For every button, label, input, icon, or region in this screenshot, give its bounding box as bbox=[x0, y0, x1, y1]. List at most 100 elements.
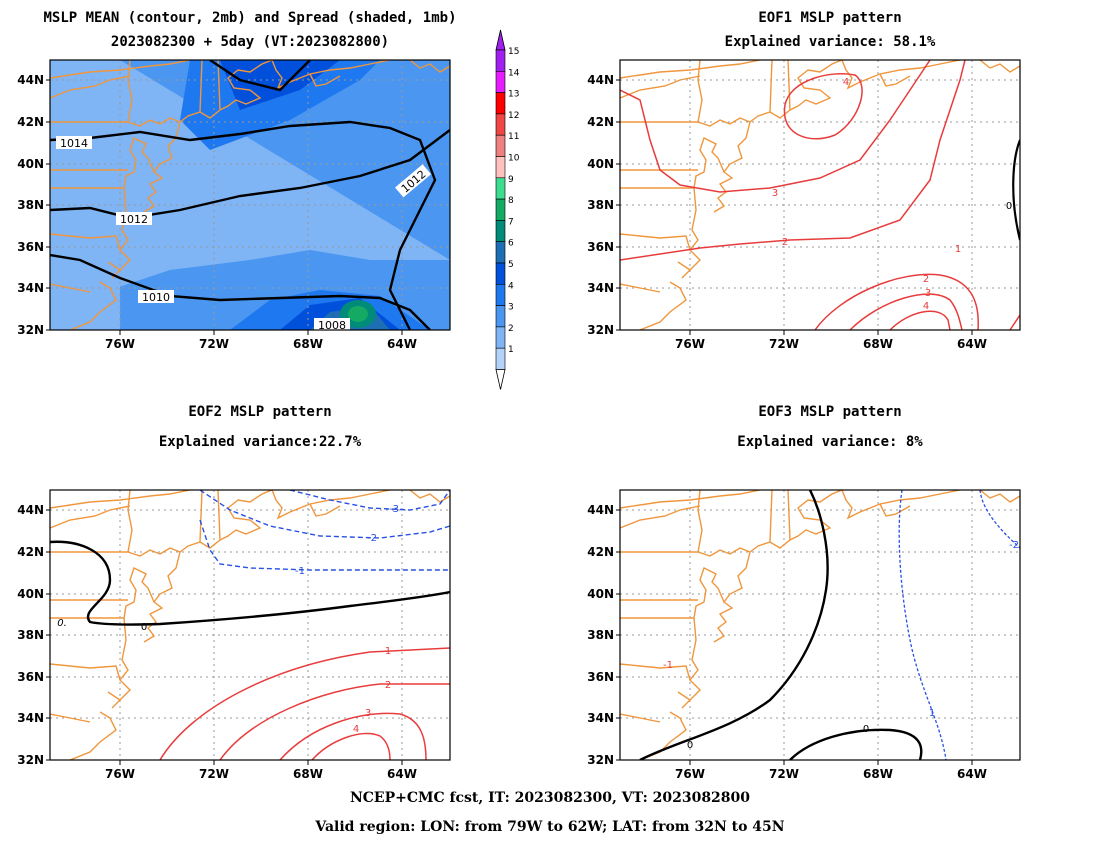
lat-tick-label: 38N bbox=[17, 198, 44, 212]
lon-tick-label: 68W bbox=[293, 337, 323, 351]
contour-label: 3 bbox=[925, 288, 931, 299]
lon-tick-label: 64W bbox=[957, 337, 987, 351]
contour-label: 0. bbox=[57, 618, 67, 629]
colorbar-swatch bbox=[495, 70, 506, 93]
lat-tick-label: 44N bbox=[587, 73, 614, 87]
lat-tick-label: 34N bbox=[587, 281, 614, 295]
contour-label: 2 bbox=[385, 680, 391, 691]
colorbar-label: 7 bbox=[508, 217, 514, 227]
colorbar-swatch bbox=[495, 305, 506, 328]
colorbar-label: 15 bbox=[508, 47, 519, 57]
lon-tick-label: 72W bbox=[199, 337, 229, 351]
lon-tick-label: 76W bbox=[105, 337, 135, 351]
contour-label: 1008 bbox=[318, 319, 346, 332]
colorbar-label: 6 bbox=[508, 239, 514, 249]
lat-tick-label: 32N bbox=[587, 753, 614, 767]
panel1-title-line2: 2023082300 + 5day (VT:2023082800) bbox=[110, 34, 390, 50]
contour-label: 1 bbox=[385, 646, 391, 657]
contour-label: 0 bbox=[687, 740, 693, 751]
colorbar-swatch bbox=[495, 134, 506, 157]
colorbar-label: 12 bbox=[508, 111, 519, 121]
contour-label: -1 bbox=[663, 660, 673, 671]
lat-tick-label: 38N bbox=[587, 198, 614, 212]
footer-line1: NCEP+CMC fcst, IT: 2023082300, VT: 20230… bbox=[349, 790, 751, 806]
contour-label: 4 bbox=[923, 301, 929, 312]
panel3-title-line1: EOF2 MSLP pattern bbox=[188, 404, 332, 420]
lat-tick-label: 44N bbox=[17, 503, 44, 517]
lat-tick-label: 44N bbox=[587, 503, 614, 517]
lat-tick-label: 34N bbox=[587, 711, 614, 725]
lat-tick-label: 40N bbox=[587, 587, 614, 601]
lat-tick-label: 42N bbox=[587, 545, 614, 559]
panel3-map: -3 -2 -1 0 0. 1 2 3 4 bbox=[49, 489, 451, 761]
panel1-map: 1014 1012 1012 1010 1008 bbox=[49, 59, 451, 332]
contour-label: 4 bbox=[353, 724, 359, 735]
colorbar-swatch bbox=[495, 326, 506, 349]
lon-tick-label: 76W bbox=[675, 337, 705, 351]
panel2-map: 4 3 2 1 2 3 4 0 bbox=[619, 59, 1021, 331]
colorbar-swatch bbox=[495, 284, 506, 306]
panel1-title-line1: MSLP MEAN (contour, 2mb) and Spread (sha… bbox=[43, 10, 457, 26]
lon-tick-label: 76W bbox=[675, 767, 705, 781]
lon-tick-label: 68W bbox=[863, 337, 893, 351]
colorbar-swatch bbox=[495, 92, 506, 115]
contour-label: 3 bbox=[772, 188, 778, 199]
contour-label: 2 bbox=[782, 237, 788, 248]
lat-tick-label: 36N bbox=[17, 240, 44, 254]
colorbar-swatch bbox=[495, 347, 506, 370]
contour-label: -2 bbox=[1009, 540, 1019, 551]
lat-tick-label: 38N bbox=[17, 628, 44, 642]
panel4-title-line2: Explained variance: 8% bbox=[737, 434, 923, 450]
lon-tick-label: 68W bbox=[863, 767, 893, 781]
contour-label: 0 bbox=[1006, 201, 1012, 212]
colorbar-label: 14 bbox=[508, 68, 520, 78]
colorbar-label: 9 bbox=[508, 175, 514, 185]
colorbar-label: 8 bbox=[508, 196, 514, 206]
contour-label: 0 bbox=[141, 622, 147, 633]
panel1-frame bbox=[49, 59, 451, 331]
lon-tick-label: 68W bbox=[293, 767, 323, 781]
contour-label: 1 bbox=[955, 244, 961, 255]
lat-tick-label: 32N bbox=[17, 323, 44, 337]
colorbar-swatch bbox=[495, 198, 506, 221]
lat-tick-label: 36N bbox=[587, 240, 614, 254]
lat-tick-label: 42N bbox=[587, 115, 614, 129]
colorbar-swatch bbox=[495, 156, 506, 179]
lat-tick-label: 32N bbox=[17, 753, 44, 767]
colorbar-swatch bbox=[495, 262, 506, 285]
lat-tick-label: 40N bbox=[17, 587, 44, 601]
colorbar-top-arrow bbox=[495, 29, 506, 51]
lon-tick-label: 76W bbox=[105, 767, 135, 781]
lat-tick-label: 38N bbox=[587, 628, 614, 642]
colorbar-label: 3 bbox=[508, 303, 514, 313]
lat-tick-label: 36N bbox=[17, 670, 44, 684]
lat-tick-label: 32N bbox=[587, 323, 614, 337]
colorbar: 15 14 13 12 11 10 9 8 7 6 5 4 3 2 1 bbox=[495, 29, 520, 390]
panel2-title-line1: EOF1 MSLP pattern bbox=[758, 10, 902, 26]
panel2-frame bbox=[619, 59, 1021, 331]
panel4-map: 0 0 1 -1 -2 bbox=[619, 489, 1021, 761]
colorbar-swatch bbox=[495, 49, 506, 72]
lat-tick-label: 42N bbox=[17, 545, 44, 559]
colorbar-swatch bbox=[495, 220, 506, 242]
lon-tick-label: 72W bbox=[769, 767, 799, 781]
colorbar-bottom-arrow bbox=[495, 369, 506, 390]
contour-label: 4 bbox=[843, 77, 849, 88]
contour-label: -3 bbox=[389, 504, 399, 515]
panel4-title-line1: EOF3 MSLP pattern bbox=[758, 404, 902, 420]
panel3-title-line2: Explained variance:22.7% bbox=[158, 434, 362, 450]
lat-tick-label: 34N bbox=[17, 281, 44, 295]
lon-tick-label: 64W bbox=[387, 337, 417, 351]
lon-tick-label: 72W bbox=[769, 337, 799, 351]
panel4-frame bbox=[619, 489, 1021, 761]
lat-tick-label: 40N bbox=[587, 157, 614, 171]
panel3-frame bbox=[49, 489, 451, 761]
contour-label: -1 bbox=[295, 566, 305, 577]
lon-tick-label: 72W bbox=[199, 767, 229, 781]
lon-tick-label: 64W bbox=[957, 767, 987, 781]
contour-label: 1014 bbox=[60, 137, 88, 150]
lat-tick-label: 36N bbox=[587, 670, 614, 684]
footer-line2: Valid region: LON: from 79W to 62W; LAT:… bbox=[315, 819, 785, 835]
panel2-title-line2: Explained variance: 58.1% bbox=[724, 34, 936, 50]
